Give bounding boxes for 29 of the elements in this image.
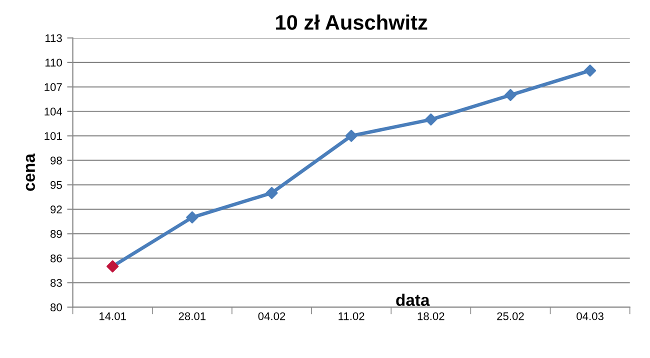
- point: [106, 260, 119, 272]
- x-tick-label: 04.02: [258, 312, 286, 320]
- x-tick-label: 25.02: [497, 312, 524, 320]
- x-tick-label: 14.01: [100, 312, 126, 320]
- x-tick-label: 04.03: [576, 312, 604, 320]
- point: [584, 64, 596, 77]
- point: [424, 113, 437, 126]
- y-tick-label: 80: [50, 303, 62, 312]
- y-tick-label: 86: [50, 254, 62, 262]
- y-tick-label: 101: [44, 132, 62, 140]
- y-tick-label: 92: [50, 206, 62, 214]
- y-tick-label: 83: [50, 278, 62, 287]
- y-axis-title: cena: [26, 153, 35, 191]
- y-tick-label: 113: [46, 34, 62, 42]
- x-tick-label: 11.02: [338, 312, 364, 320]
- x-tick-label: 28.01: [178, 312, 206, 320]
- chart-title: 10 zł Auschwitz: [276, 14, 428, 30]
- point: [345, 130, 358, 142]
- y-tick-label: 89: [50, 230, 62, 238]
- point: [504, 88, 517, 102]
- y-tick-label: 107: [44, 83, 62, 92]
- y-tick-label: 110: [46, 58, 62, 67]
- x-tick-label: 18.02: [418, 312, 444, 320]
- y-tick-label: 98: [50, 156, 62, 164]
- y-tick-label: 95: [50, 181, 62, 189]
- y-tick-label: 104: [44, 108, 62, 116]
- point: [186, 211, 198, 224]
- point: [266, 186, 278, 200]
- x-axis-title: data: [396, 294, 430, 306]
